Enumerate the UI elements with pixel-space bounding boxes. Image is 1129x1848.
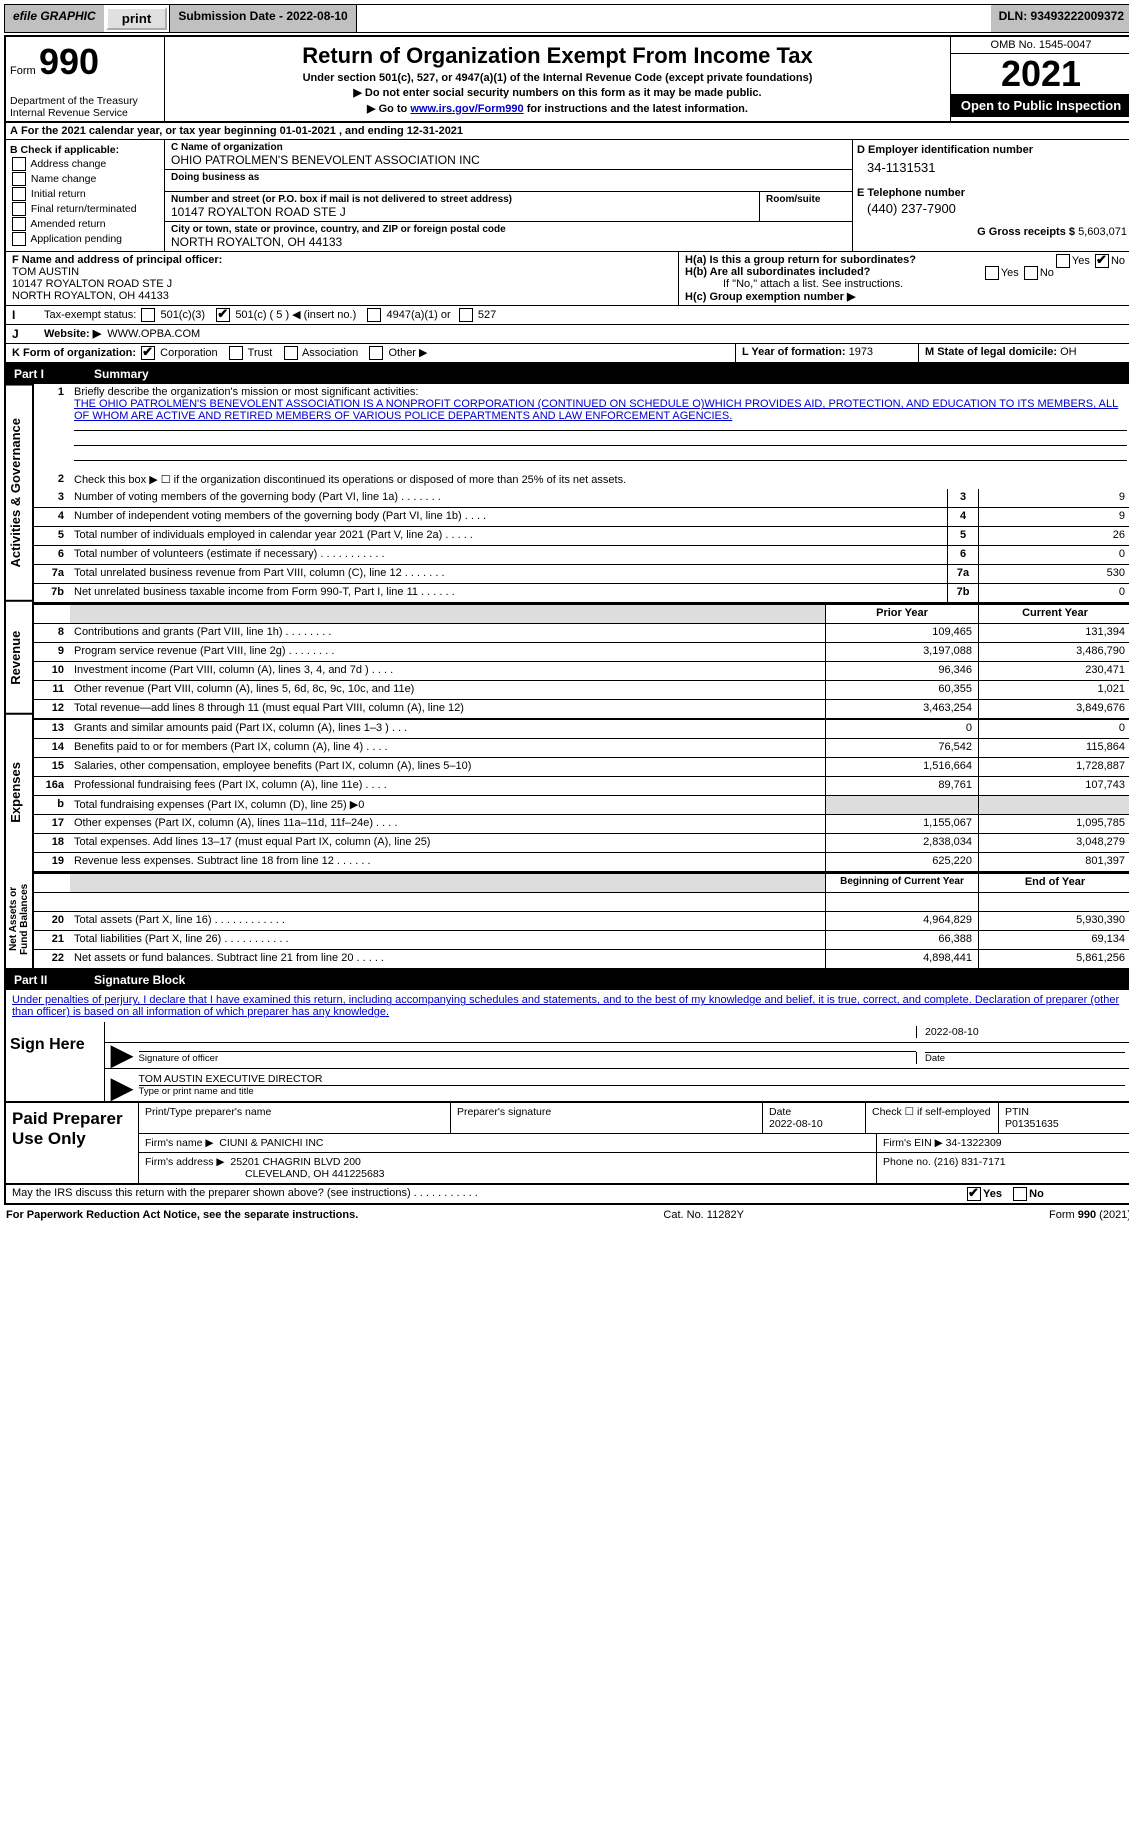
g-value: 5,603,071 [1078, 226, 1127, 238]
c-name-label: C Name of organization [171, 142, 846, 153]
pra-notice: For Paperwork Reduction Act Notice, see … [6, 1209, 358, 1221]
section-fh: F Name and address of principal officer:… [4, 252, 1129, 306]
addr-value: 10147 ROYALTON ROAD STE J [171, 205, 753, 219]
part2-header: Part II Signature Block [4, 970, 1129, 990]
i-527-cb[interactable] [459, 308, 473, 322]
i-4947-cb[interactable] [367, 308, 381, 322]
city-label: City or town, state or province, country… [171, 224, 846, 235]
under-section: Under section 501(c), 527, or 4947(a)(1)… [169, 71, 946, 86]
city-value: NORTH ROYALTON, OH 44133 [171, 235, 846, 249]
side-exp: Expenses [6, 713, 32, 871]
line-a-period: A For the 2021 calendar year, or tax yea… [4, 123, 1129, 140]
i-501c-cb[interactable] [216, 308, 230, 322]
ha-no-cb[interactable] [1095, 254, 1109, 268]
f-officer: F Name and address of principal officer:… [6, 252, 679, 305]
c-name-value: OHIO PATROLMEN'S BENEVOLENT ASSOCIATION … [171, 153, 846, 167]
addr-label: Number and street (or P.O. box if mail i… [171, 194, 753, 205]
form-header: Form 990 Department of the Treasury Inte… [4, 35, 1129, 123]
goto-post: for instructions and the latest informat… [527, 103, 748, 115]
signature-block: Sign Here 2022-08-10 ▶ Signature of offi… [4, 1022, 1129, 1103]
discuss-row: May the IRS discuss this return with the… [4, 1185, 1129, 1205]
sig-date: 2022-08-10 [916, 1026, 1125, 1038]
cat-no: Cat. No. 11282Y [663, 1209, 744, 1221]
part1-header: Part I Summary [4, 364, 1129, 384]
e-phone: (440) 237-7900 [867, 201, 1127, 216]
discuss-yes-cb[interactable] [967, 1187, 981, 1201]
section-bcdefg: B Check if applicable: Address change Na… [4, 140, 1129, 252]
open-public: Open to Public Inspection [951, 94, 1129, 117]
dln-label: DLN: 93493222009372 [991, 5, 1129, 32]
h-block: H(a) Is this a group return for subordin… [679, 252, 1129, 305]
dept-treasury: Department of the Treasury [10, 95, 138, 107]
paid-preparer-block: Paid Preparer Use Only Print/Type prepar… [4, 1103, 1129, 1185]
ha-yes-cb[interactable] [1056, 254, 1070, 268]
c-name-cell: C Name of organization OHIO PATROLMEN'S … [165, 140, 852, 170]
b-title: B Check if applicable: [10, 144, 160, 156]
room-label: Room/suite [766, 194, 846, 205]
form-title: Return of Organization Exempt From Incom… [169, 43, 946, 69]
header-center: Return of Organization Exempt From Incom… [165, 37, 950, 121]
check-b-column: B Check if applicable: Address change Na… [6, 140, 164, 251]
header-right: OMB No. 1545-0047 2021 Open to Public In… [950, 37, 1129, 121]
org-block: C Name of organization OHIO PATROLMEN'S … [164, 140, 853, 251]
paid-preparer-label: Paid Preparer Use Only [6, 1103, 139, 1183]
b-opt-cb[interactable] [12, 157, 26, 171]
b-opt-cb[interactable] [12, 187, 26, 201]
i-501c3-cb[interactable] [141, 308, 155, 322]
hb-no-cb[interactable] [1024, 266, 1038, 280]
addr-row: Number and street (or P.O. box if mail i… [165, 192, 852, 222]
arrow-icon: ▶ [111, 1080, 133, 1097]
k-opt-cb[interactable] [369, 346, 383, 360]
tax-year: 2021 [951, 54, 1129, 94]
e-label: E Telephone number [857, 187, 1127, 199]
side-net: Net Assets or Fund Balances [6, 870, 32, 968]
hb-yes-cb[interactable] [985, 266, 999, 280]
spacer [357, 5, 991, 32]
b-opt-cb[interactable] [12, 217, 26, 231]
right-info-col: D Employer identification number 34-1131… [853, 140, 1129, 251]
mission-text[interactable]: THE OHIO PATROLMEN'S BENEVOLENT ASSOCIAT… [74, 398, 1127, 422]
top-bar: efile GRAPHIC print Submission Date - 20… [4, 4, 1129, 33]
goto-pre: ▶ Go to [367, 103, 410, 115]
part1-body: Activities & Governance Revenue Expenses… [4, 384, 1129, 970]
city-cell: City or town, state or province, country… [165, 222, 852, 251]
dba-cell: Doing business as [165, 170, 852, 192]
footer: For Paperwork Reduction Act Notice, see … [4, 1205, 1129, 1225]
g-label: G Gross receipts $ [977, 226, 1075, 238]
header-left: Form 990 Department of the Treasury Inte… [6, 37, 165, 121]
ssn-warning: ▶ Do not enter social security numbers o… [169, 86, 946, 101]
b-opt-cb[interactable] [12, 232, 26, 246]
d-ein: 34-1131531 [867, 160, 1127, 175]
omb-number: OMB No. 1545-0047 [951, 37, 1129, 54]
form-id: Form 990 (2021) [1049, 1209, 1129, 1221]
arrow-icon: ▶ [111, 1047, 133, 1064]
submission-date: Submission Date - 2022-08-10 [169, 5, 356, 32]
k-opt-cb[interactable] [229, 346, 243, 360]
efile-label: efile GRAPHIC [5, 5, 104, 32]
form-prefix: Form [10, 65, 36, 77]
dba-label: Doing business as [171, 172, 846, 183]
section-i: I Tax-exempt status: 501(c)(3) 501(c) ( … [4, 306, 1129, 325]
sign-here: Sign Here [6, 1022, 104, 1101]
k-opt-cb[interactable] [284, 346, 298, 360]
side-ag: Activities & Governance [6, 384, 32, 600]
discuss-no-cb[interactable] [1013, 1187, 1027, 1201]
b-opt-cb[interactable] [12, 172, 26, 186]
print-button[interactable]: print [106, 7, 168, 30]
form-number: 990 [39, 41, 99, 82]
b-opt-cb[interactable] [12, 202, 26, 216]
penalty-text: Under penalties of perjury, I declare th… [4, 990, 1129, 1022]
hb-note: If "No," attach a list. See instructions… [685, 278, 1125, 290]
side-rev: Revenue [6, 600, 32, 713]
section-j: J Website: ▶ WWW.OPBA.COM [4, 325, 1129, 344]
irs-label: Internal Revenue Service [10, 107, 138, 119]
k-opt-cb[interactable] [141, 346, 155, 360]
goto-link[interactable]: www.irs.gov/Form990 [410, 103, 523, 115]
d-label: D Employer identification number [857, 144, 1127, 156]
section-klm: K Form of organization: Corporation Trus… [4, 344, 1129, 364]
